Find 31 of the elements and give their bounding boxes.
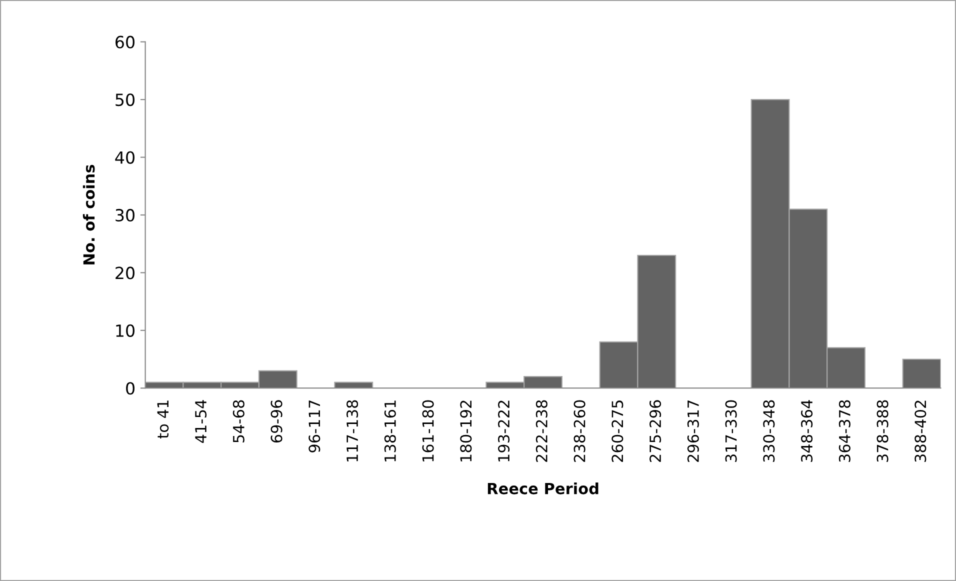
x-tick-label: 41-54 xyxy=(195,400,207,443)
x-tick-label: 161-180 xyxy=(422,400,434,462)
x-tick-label: 348-364 xyxy=(801,400,813,462)
bar xyxy=(902,358,941,388)
x-tick-label: 180-192 xyxy=(460,400,472,462)
x-tick-label: 317-330 xyxy=(725,400,737,462)
y-tick-label: 20 xyxy=(116,266,134,280)
x-axis-title: Reece Period xyxy=(488,482,598,494)
y-tick-label: 30 xyxy=(116,208,134,222)
x-tick-label: 296-317 xyxy=(687,400,699,462)
x-tick-label: 275-296 xyxy=(650,400,662,462)
x-tick-label: 117-138 xyxy=(346,400,358,462)
x-tick-label: 222-238 xyxy=(536,400,548,462)
x-tick-label: 138-161 xyxy=(384,400,396,462)
y-tick-label: 40 xyxy=(115,151,134,164)
y-tick-label: 10 xyxy=(116,324,134,337)
x-tick-label: 330-348 xyxy=(763,400,775,462)
y-tick-label: 60 xyxy=(116,36,134,48)
x-tick-label: to 41 xyxy=(157,400,169,438)
x-tick-label: 54-68 xyxy=(232,400,244,442)
x-tick-label: 260-275 xyxy=(612,400,624,462)
x-tick-label: 364-378 xyxy=(838,400,850,462)
x-tick-label: 238-260 xyxy=(574,400,586,462)
y-tick-label: 50 xyxy=(116,94,134,106)
x-tick-label: 388-402 xyxy=(914,400,926,462)
y-tick-label: 0 xyxy=(126,382,134,395)
y-axis-title: No. of coins xyxy=(82,164,95,264)
x-tick-label: 378-388 xyxy=(876,400,888,462)
x-tick-label: 69-96 xyxy=(270,400,282,443)
x-tick-label: 193-222 xyxy=(498,400,510,462)
x-tick-label: 96-117 xyxy=(308,400,320,452)
